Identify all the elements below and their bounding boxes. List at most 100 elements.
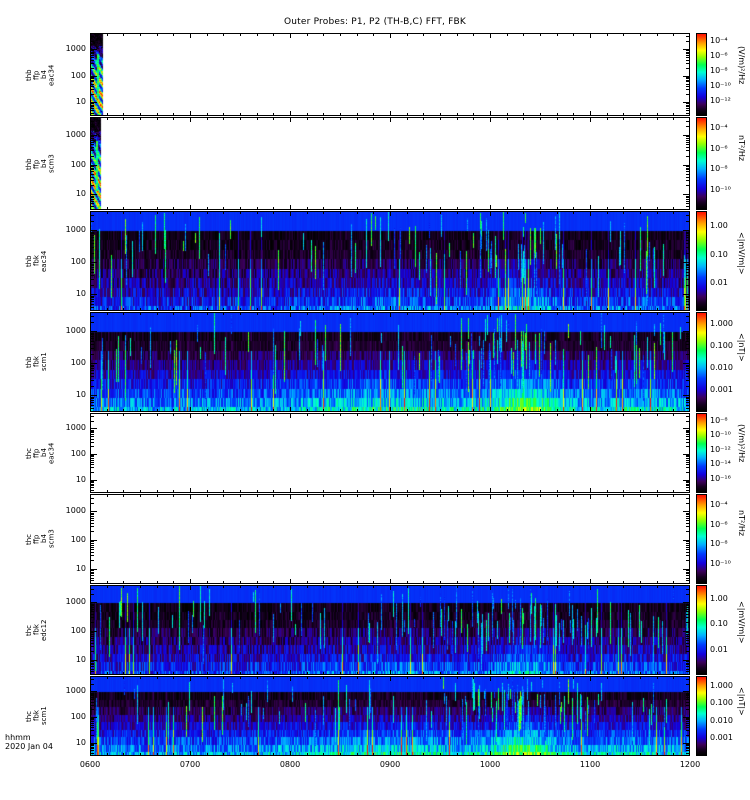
ytick-minor bbox=[686, 126, 690, 127]
xtick-minor bbox=[457, 113, 458, 116]
xtick-minor bbox=[540, 308, 541, 311]
ytick-minor bbox=[90, 196, 94, 197]
xtick-minor bbox=[607, 308, 608, 311]
xtick-minor bbox=[140, 308, 141, 311]
ytick-minor bbox=[90, 514, 94, 515]
ytick-mark bbox=[683, 230, 690, 231]
ytick-label: 1000 bbox=[65, 423, 86, 433]
xtick-minor bbox=[340, 117, 341, 120]
xtick-minor bbox=[457, 312, 458, 315]
xtick-minor bbox=[140, 581, 141, 584]
xtick-mark bbox=[390, 205, 391, 210]
ytick-label: 1000 bbox=[65, 506, 86, 516]
ytick-minor bbox=[686, 265, 690, 266]
ytick-minor bbox=[686, 370, 690, 371]
xtick-minor bbox=[107, 33, 108, 36]
ytick-minor bbox=[90, 221, 94, 222]
colorbar-tick-label: 0.10 bbox=[710, 619, 728, 629]
xtick-minor bbox=[223, 211, 224, 214]
xtick-minor bbox=[273, 113, 274, 116]
xtick-minor bbox=[557, 494, 558, 497]
ytick-mark bbox=[90, 331, 97, 332]
ytick-minor bbox=[686, 611, 690, 612]
xtick-minor bbox=[207, 672, 208, 675]
xtick-minor bbox=[340, 672, 341, 675]
ytick-minor bbox=[686, 555, 690, 556]
xtick-mark bbox=[590, 117, 591, 122]
xtick-minor bbox=[557, 211, 558, 214]
xtick-minor bbox=[573, 211, 574, 214]
xtick-minor bbox=[407, 413, 408, 416]
ytick-minor bbox=[90, 547, 94, 548]
ytick-mark bbox=[90, 602, 97, 603]
xtick-minor bbox=[607, 117, 608, 120]
xtick-mark bbox=[290, 751, 291, 756]
xtick-minor bbox=[507, 490, 508, 493]
colorbar-tick-label: 10⁻⁸ bbox=[710, 66, 728, 76]
ytick-minor bbox=[686, 679, 690, 680]
ytick-minor bbox=[686, 747, 690, 748]
ytick-minor bbox=[686, 402, 690, 403]
ytick-minor bbox=[90, 140, 94, 141]
ytick-minor bbox=[686, 695, 690, 696]
xtick-minor bbox=[423, 207, 424, 210]
xtick-minor bbox=[457, 33, 458, 36]
ytick-mark bbox=[683, 262, 690, 263]
xtick-mark bbox=[390, 306, 391, 311]
xtick-minor bbox=[523, 33, 524, 36]
spectrogram-thc-fbk-edc12 bbox=[91, 586, 689, 674]
xtick-minor bbox=[157, 672, 158, 675]
panel-label-thc-fbk-edc12: thc fbk edc12 bbox=[25, 619, 48, 641]
xtick-minor bbox=[407, 490, 408, 493]
ytick-minor bbox=[90, 185, 94, 186]
xtick-minor bbox=[457, 117, 458, 120]
colorbar-tick-label: 10⁻⁶ bbox=[710, 519, 728, 529]
xtick-mark bbox=[390, 494, 391, 499]
xtick-minor bbox=[607, 413, 608, 416]
ytick-minor bbox=[686, 368, 690, 369]
ytick-minor bbox=[90, 136, 94, 137]
xtick-minor bbox=[157, 413, 158, 416]
ytick-minor bbox=[90, 398, 94, 399]
ytick-minor bbox=[90, 684, 94, 685]
ytick-minor bbox=[686, 63, 690, 64]
xtick-minor bbox=[507, 117, 508, 120]
ytick-minor bbox=[686, 482, 690, 483]
xtick-mark bbox=[190, 33, 191, 38]
ytick-minor bbox=[686, 725, 690, 726]
xtick-minor bbox=[523, 494, 524, 497]
xtick-minor bbox=[573, 207, 574, 210]
ytick-minor bbox=[90, 297, 94, 298]
xtick-mark bbox=[490, 407, 491, 412]
ytick-minor bbox=[90, 434, 94, 435]
xtick-minor bbox=[673, 308, 674, 311]
ytick-minor bbox=[90, 265, 94, 266]
xtick-minor bbox=[623, 676, 624, 679]
ytick-minor bbox=[90, 264, 94, 265]
ytick-minor bbox=[90, 402, 94, 403]
colorbar-cb-nt2hz bbox=[696, 117, 707, 210]
ytick-minor bbox=[686, 203, 690, 204]
colorbar-cb-mvm bbox=[696, 211, 707, 311]
ytick-minor bbox=[90, 487, 94, 488]
xtick-mark bbox=[290, 211, 291, 216]
xtick-minor bbox=[573, 585, 574, 588]
xtick-minor bbox=[257, 312, 258, 315]
xtick-minor bbox=[457, 490, 458, 493]
ytick-minor bbox=[686, 609, 690, 610]
ytick-mark bbox=[683, 135, 690, 136]
xtick-minor bbox=[273, 117, 274, 120]
ytick-minor bbox=[686, 543, 690, 544]
xtick-mark bbox=[689, 312, 690, 317]
xtick-minor bbox=[540, 409, 541, 412]
xtick-mark bbox=[190, 312, 191, 317]
ytick-mark bbox=[90, 395, 97, 396]
xtick-minor bbox=[107, 113, 108, 116]
xtick-minor bbox=[123, 581, 124, 584]
ytick-minor bbox=[90, 68, 94, 69]
ytick-minor bbox=[90, 373, 94, 374]
xtick-minor bbox=[323, 113, 324, 116]
ytick-minor bbox=[90, 697, 94, 698]
xtick-minor bbox=[607, 672, 608, 675]
ytick-minor bbox=[686, 490, 690, 491]
